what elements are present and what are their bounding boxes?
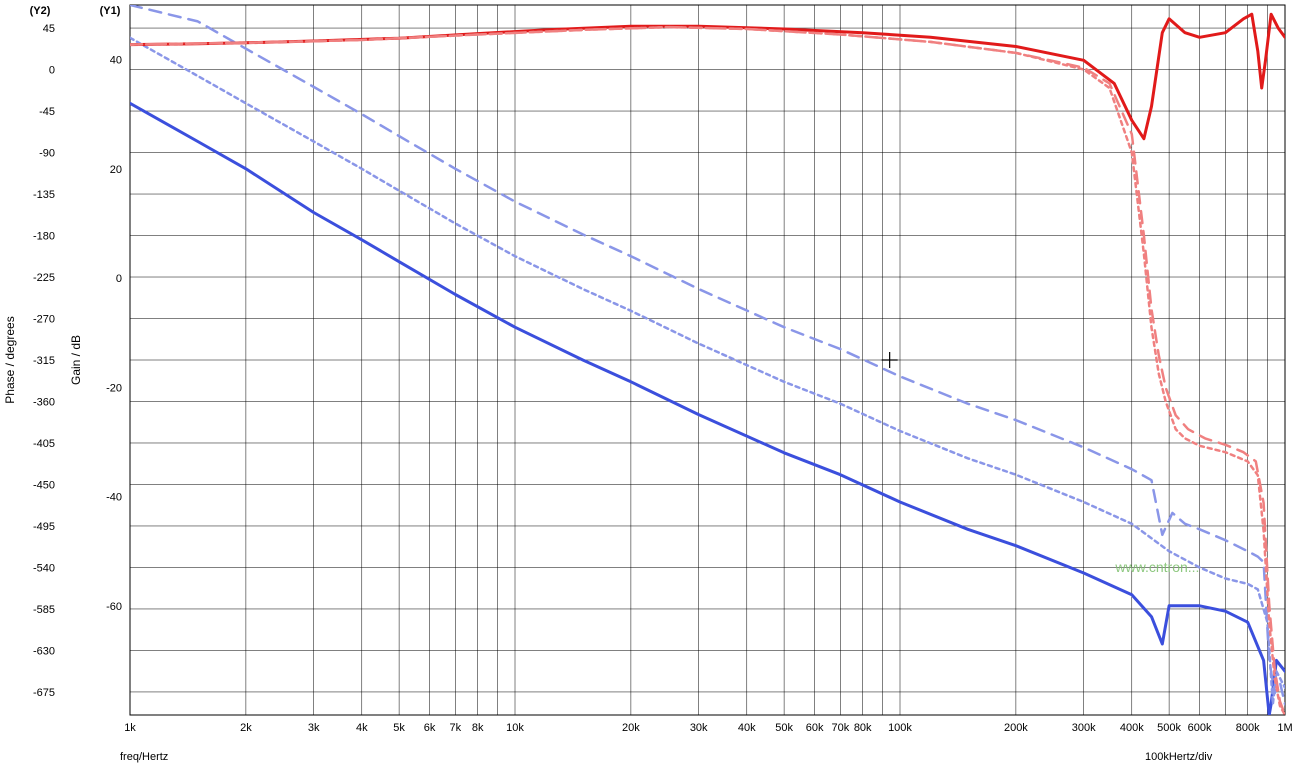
x-tick-label: 40k [738,722,756,734]
x-tick-label: 200k [1004,722,1028,734]
y2-tick-label: -135 [33,189,55,201]
x-tick-label: 10k [506,722,524,734]
x-tick-label: 7k [450,722,462,734]
y2-tick-label: -495 [33,521,55,533]
x-tick-label: 3k [308,722,320,734]
x-tick-label: 4k [356,722,368,734]
y2-tick-label: -540 [33,562,55,574]
x-tick-label: 20k [622,722,640,734]
y1-tick-label: -20 [106,382,122,394]
y2-tick-label: 0 [49,65,55,77]
chart-svg: 1k 2k 3k 4k 5k 6k 7k 8k 10k 20k 30k 40k 50k 60k 70k 80k… [0,0,1297,778]
y2-tick-label: -405 [33,438,55,450]
y2-tick-label: -360 [33,396,55,408]
x-tick-label: 70k [831,722,849,734]
x-tick-label: 30k [690,722,708,734]
y2-tick-label: -45 [39,106,55,118]
y2-tick-label: -450 [33,479,55,491]
series-phase-dotted [130,27,1285,715]
x-tick-label: 50k [775,722,793,734]
y1-tick-label: 40 [110,55,122,67]
x-tick-label: 5k [393,722,405,734]
x-axis-label: freq/Hertz [120,751,168,763]
series-gain-dashed [130,5,1285,704]
bode-chart: 1k 2k 3k 4k 5k 6k 7k 8k 10k 20k 30k 40k 50k 60k 70k 80k… [0,0,1297,778]
series-gain-solid [130,103,1285,715]
y2-tick-label: 45 [43,23,55,35]
x-tick-label: 6k [424,722,436,734]
series-phase-solid [130,14,1285,139]
y1-tick-label: -40 [106,492,122,504]
series-phase-dashed [130,27,1285,715]
series-gain-dotted [130,38,1285,704]
y2-tick-label: -225 [33,272,55,284]
y2-tick-label: -315 [33,355,55,367]
x-tick-label: 100k [888,722,912,734]
y1-tick-label: 0 [116,273,122,285]
x-tick-label: 60k [806,722,824,734]
x-tick-label: 2k [240,722,252,734]
y2-tick-label: -270 [33,314,55,326]
x-tick-label: 80k [854,722,872,734]
watermark: www.cntron... [1114,559,1199,575]
x-tick-label: 1M [1277,722,1292,734]
y2-tick-label: -585 [33,604,55,616]
x-tick-label: 8k [472,722,484,734]
y2-tick-label: -90 [39,148,55,160]
y1-tick-label: -60 [106,601,122,613]
y1-axis-label: Gain / dB [69,335,83,385]
x-axis-unit: 100kHertz/div [1145,751,1213,763]
y1-header: (Y1) [100,5,121,17]
y2-tick-label: -630 [33,645,55,657]
y2-tick-label: -675 [33,687,55,699]
y1-tick-label: 20 [110,164,122,176]
x-tick-label: 1k [124,722,136,734]
x-tick-label: 800k [1236,722,1260,734]
x-tick-label: 500k [1157,722,1181,734]
y2-tick-label: -180 [33,231,55,243]
x-tick-label: 600k [1188,722,1212,734]
x-tick-label: 400k [1120,722,1144,734]
x-tick-label: 300k [1072,722,1096,734]
y2-axis-label: Phase / degrees [3,316,17,403]
y2-header: (Y2) [30,5,51,17]
